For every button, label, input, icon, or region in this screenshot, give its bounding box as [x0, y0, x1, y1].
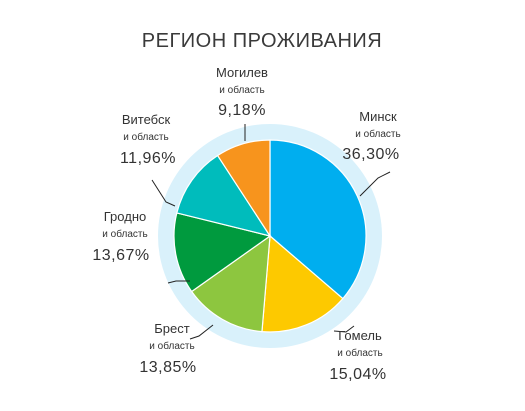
- slice-name: Брест: [154, 321, 189, 336]
- pie-slices: [173, 139, 367, 333]
- chart-title: РЕГИОН ПРОЖИВАНИЯ: [142, 30, 382, 52]
- pie-slice: [261, 234, 344, 333]
- slice-percent: 15,04%: [329, 366, 386, 383]
- slice-sub: и область: [149, 340, 194, 352]
- leader-line: [151, 179, 176, 207]
- slice-percent: 9,18%: [218, 102, 266, 119]
- label-gomel: Гомель и область 15,04%: [329, 328, 386, 383]
- slice-sub: и область: [102, 228, 147, 240]
- leader-line: [333, 325, 355, 333]
- pie-slice: [190, 234, 271, 333]
- leader-line: [189, 324, 214, 340]
- slice-sub: и область: [219, 84, 264, 96]
- label-grodno: Гродно и область 13,67%: [92, 209, 149, 264]
- label-minsk: Минск и область 36,30%: [342, 109, 400, 163]
- slice-name: Гомель: [338, 328, 382, 343]
- leader-line: [359, 171, 391, 197]
- slice-name: Гродно: [104, 209, 146, 224]
- label-brest: Брест и область 13,85%: [139, 321, 196, 376]
- slice-percent: 13,67%: [92, 247, 149, 264]
- slice-percent: 11,96%: [120, 150, 176, 167]
- pie-slice: [173, 212, 272, 293]
- slice-name: Могилев: [216, 65, 268, 80]
- slice-sub: и область: [337, 347, 382, 359]
- slice-percent: 36,30%: [342, 146, 399, 163]
- slice-name: Витебск: [122, 112, 171, 127]
- pie-slice: [269, 139, 367, 300]
- leader-line: [167, 280, 190, 284]
- label-mogilev: Могилев и область 9,18%: [216, 65, 268, 119]
- leader-lines: [151, 124, 391, 340]
- slice-percent: 13,85%: [139, 359, 196, 376]
- pie-slice: [176, 154, 272, 237]
- slice-sub: и область: [123, 131, 168, 143]
- slice-sub: и область: [355, 128, 400, 140]
- pie-slice: [216, 139, 271, 239]
- label-vitebsk: Витебск и область 11,96%: [120, 112, 176, 167]
- slice-name: Минск: [359, 109, 397, 124]
